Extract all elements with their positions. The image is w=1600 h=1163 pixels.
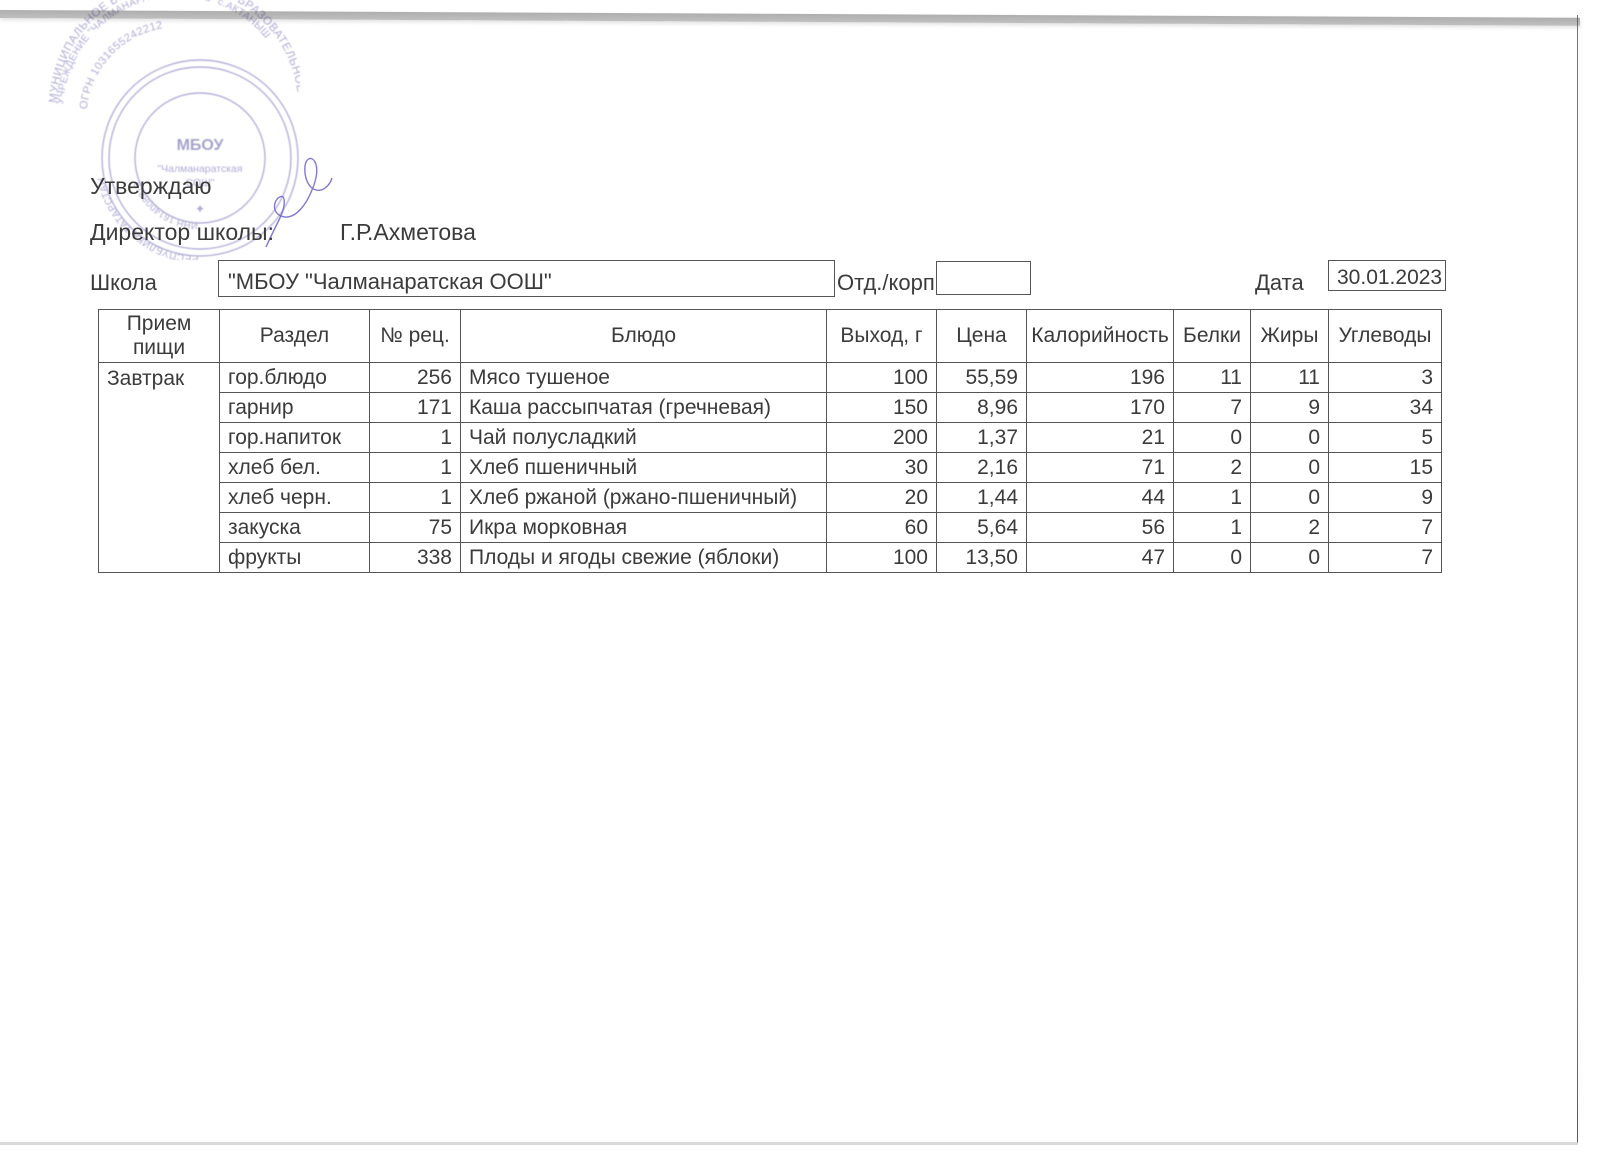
svg-text:МБОУ: МБОУ: [177, 137, 225, 154]
svg-text:✦: ✦: [195, 202, 205, 216]
